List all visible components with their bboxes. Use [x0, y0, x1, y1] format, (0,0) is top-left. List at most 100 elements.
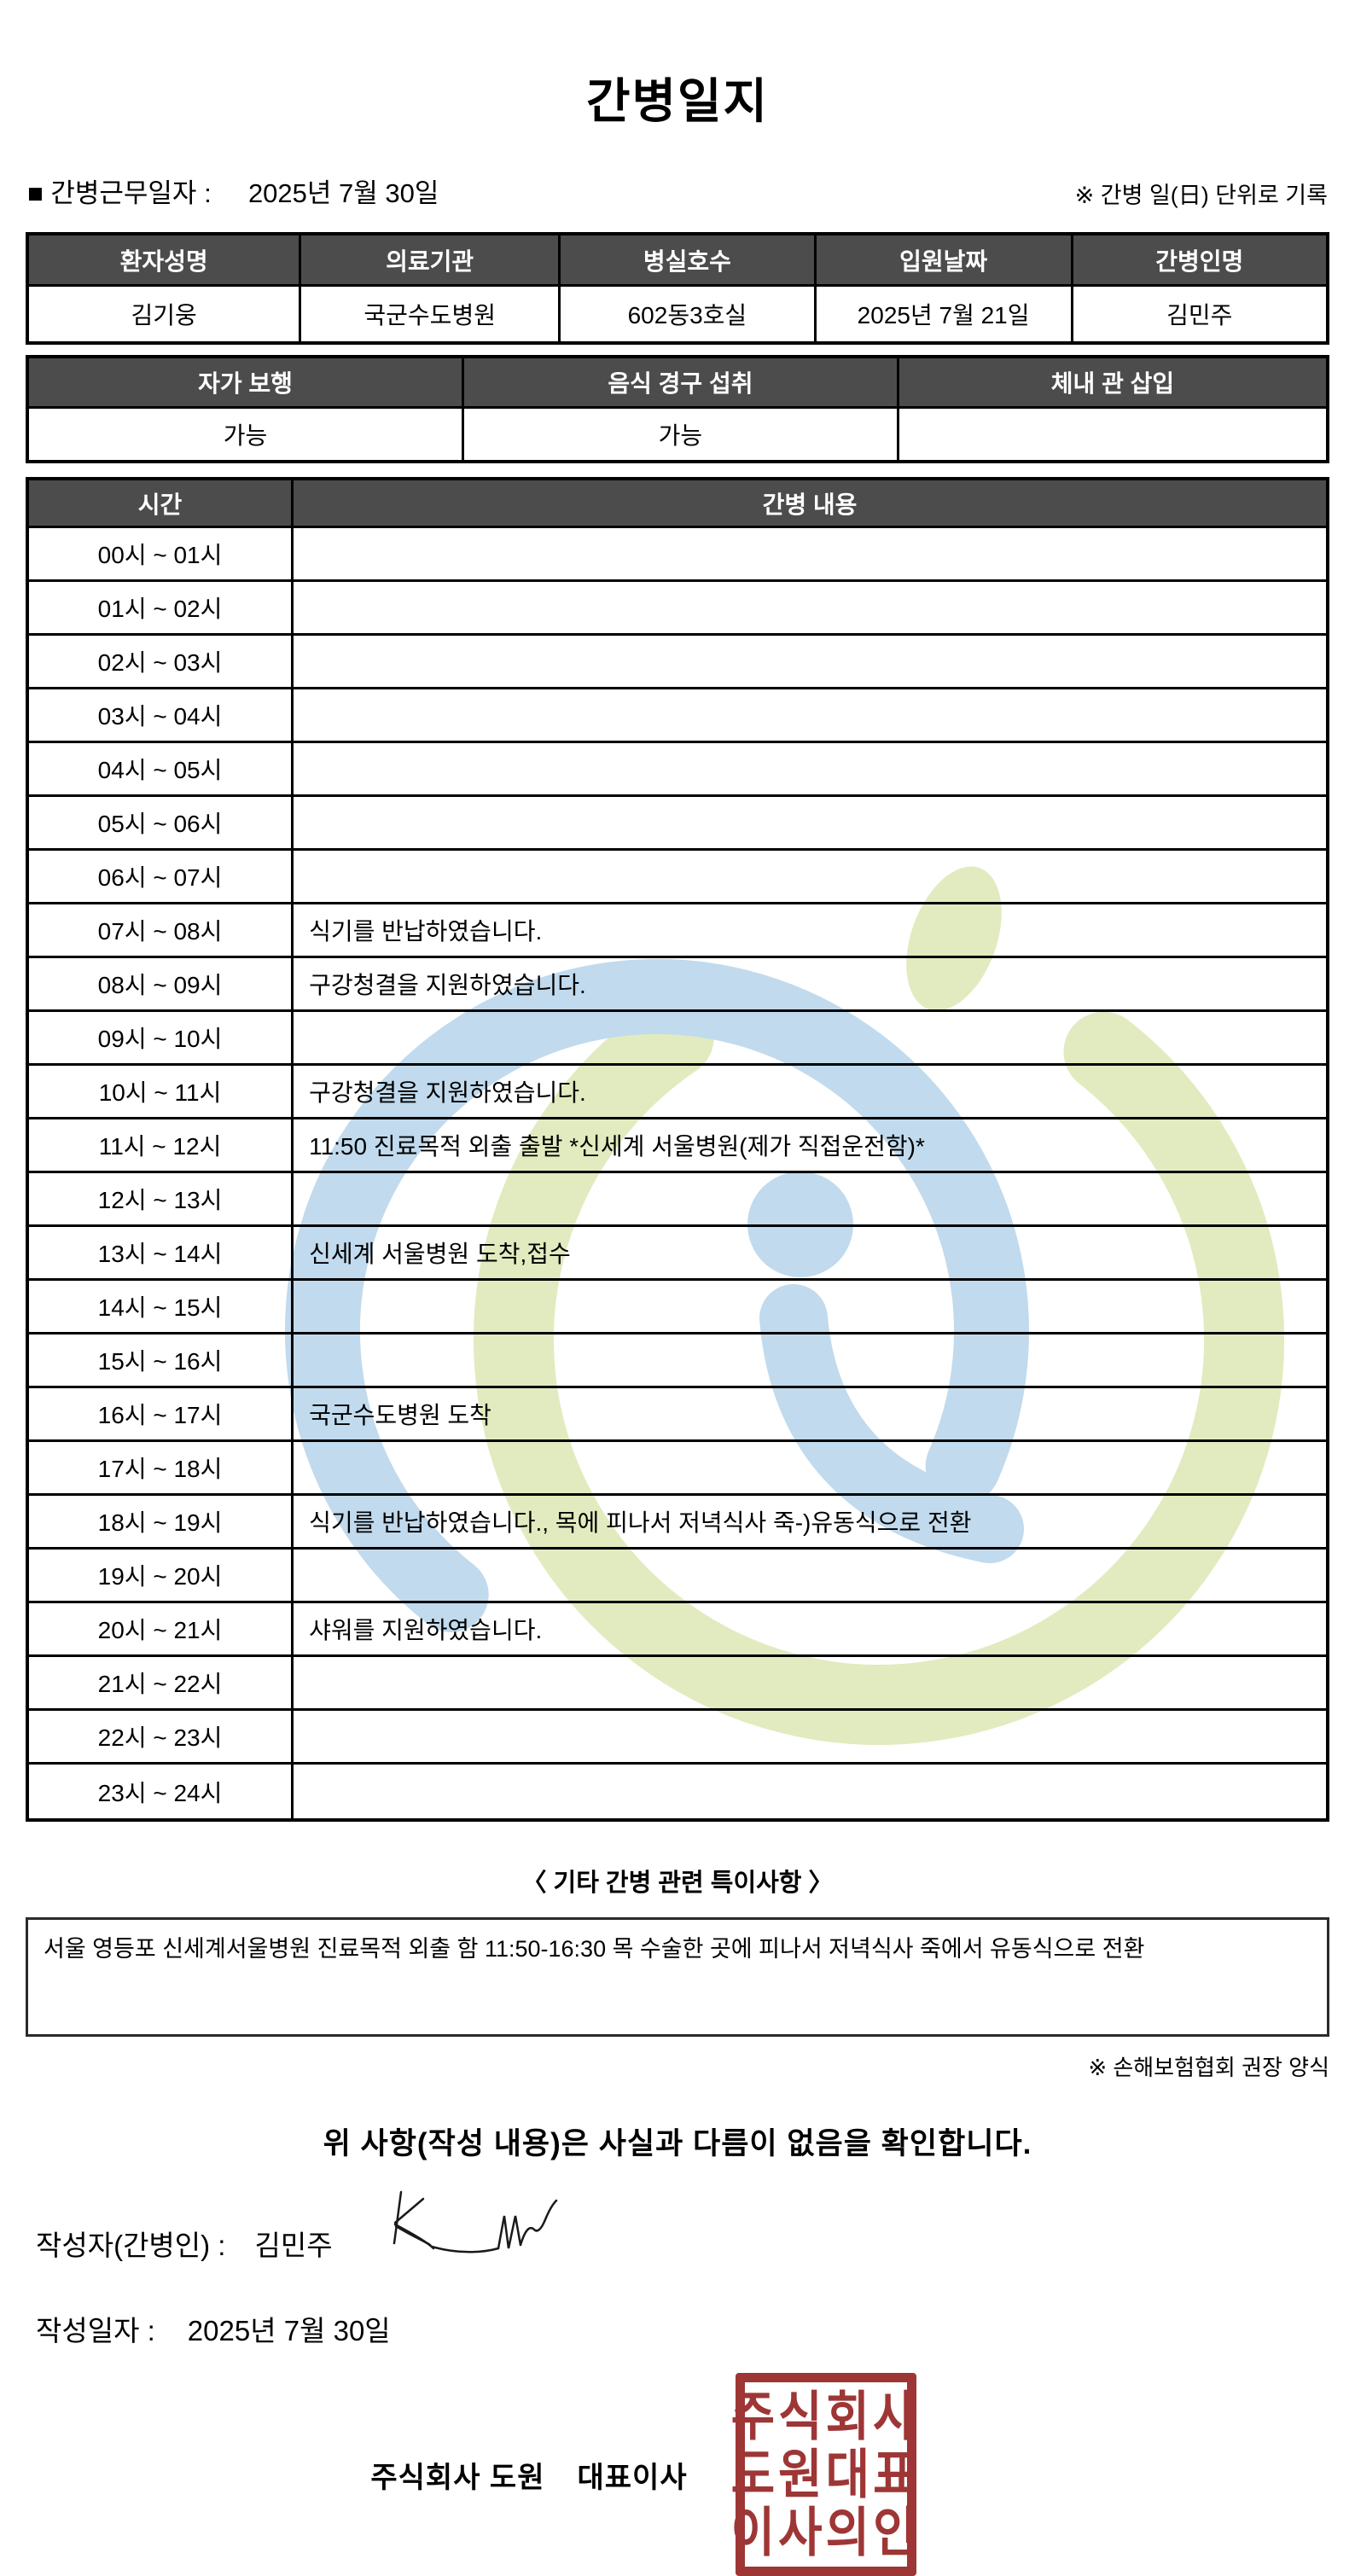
extra-notes-title: 〈 기타 간병 관련 특이사항 〉 — [521, 1869, 834, 1897]
extra-notes-text: 서울 영등포 신세계서울병원 진료목적 외출 함 11:50-16:30 목 수… — [44, 1936, 1145, 1962]
ceo-title: 대표이사 — [577, 2461, 688, 2494]
stamp-line-3: 이사의인 — [730, 2502, 921, 2562]
care-content-cell — [294, 1335, 1326, 1388]
time-slot-label: 20시 ~ 21시 — [29, 1603, 294, 1657]
timetable-row: 16시 ~ 17시 국군수도병원 도착 — [29, 1388, 1326, 1442]
col-header-oral-intake: 음식 경구 섭취 — [463, 358, 899, 409]
handwritten-signature — [393, 2190, 557, 2253]
timetable-row: 21시 ~ 22시 — [29, 1657, 1326, 1711]
timetable-row: 11시 ~ 12시 11:50 진료목적 외출 출발 *신세계 서울병원(제가 직… — [29, 1119, 1326, 1173]
time-slot-label: 15시 ~ 16시 — [29, 1335, 294, 1388]
company-and-ceo: 주식회사 도원 대표이사 — [370, 2454, 687, 2496]
timetable-row: 10시 ~ 11시 구강청결을 지원하였습니다. — [29, 1066, 1326, 1119]
timetable-row: 01시 ~ 02시 — [29, 582, 1326, 636]
patient-status-value-row: 가능 가능 — [29, 409, 1326, 460]
time-slot-label: 21시 ~ 22시 — [29, 1657, 294, 1711]
stamp-line-1: 주식회사 — [730, 2386, 921, 2446]
writer-label: 작성자(간병인) : — [36, 2230, 226, 2261]
timetable-row: 23시 ~ 24시 — [29, 1765, 1326, 1818]
time-slot-label: 01시 ~ 02시 — [29, 582, 294, 636]
care-content-cell — [294, 1657, 1326, 1711]
timetable-row: 20시 ~ 21시 샤워를 지원하였습니다. — [29, 1603, 1326, 1657]
room-number-value: 602동3호실 — [561, 287, 817, 341]
internal-tube-value — [899, 409, 1326, 460]
timetable-row: 05시 ~ 06시 — [29, 797, 1326, 851]
time-slot-label: 02시 ~ 03시 — [29, 636, 294, 689]
care-work-date: ■ 간병근무일자 : 2025년 7월 30일 — [27, 172, 439, 210]
time-slot-label: 14시 ~ 15시 — [29, 1281, 294, 1335]
time-slot-label: 05시 ~ 06시 — [29, 797, 294, 851]
care-log-table: 시간 간병 내용 00시 ~ 01시 01시 ~ 02시 02시 ~ 03시 03시 … — [26, 477, 1329, 1822]
time-slot-label: 10시 ~ 11시 — [29, 1066, 294, 1119]
col-header-self-walking: 자가 보행 — [29, 358, 464, 409]
unit-note: ※ 간병 일(日) 단위로 기록 — [1074, 183, 1328, 208]
col-header-caregiver-name: 간병인명 — [1073, 236, 1326, 287]
page-title: 간병일지 — [585, 74, 770, 128]
care-content-cell — [294, 636, 1326, 689]
timetable-row: 18시 ~ 19시 식기를 반납하였습니다., 목에 피나서 저녁식사 죽-)유동… — [29, 1496, 1326, 1550]
col-header-time: 시간 — [29, 480, 294, 528]
self-walking-value: 가능 — [29, 409, 464, 460]
caregiver-name-value: 김민주 — [1166, 302, 1233, 329]
care-content-cell: 11:50 진료목적 외출 출발 *신세계 서울병원(제가 직접운전함)* — [294, 1119, 1326, 1173]
timetable-row: 07시 ~ 08시 식기를 반납하였습니다. — [29, 904, 1326, 958]
care-content-cell: 샤워를 지원하였습니다. — [294, 1603, 1326, 1657]
time-slot-label: 17시 ~ 18시 — [29, 1442, 294, 1496]
timetable-row: 02시 ~ 03시 — [29, 636, 1326, 689]
time-slot-label: 04시 ~ 05시 — [29, 743, 294, 797]
written-date-label: 작성일자 : — [36, 2315, 155, 2346]
timetable-row: 08시 ~ 09시 구강청결을 지원하였습니다. — [29, 958, 1326, 1012]
timetable-row: 06시 ~ 07시 — [29, 851, 1326, 904]
time-slot-label: 16시 ~ 17시 — [29, 1388, 294, 1442]
timetable-row: 17시 ~ 18시 — [29, 1442, 1326, 1496]
care-content-cell — [294, 528, 1326, 582]
medical-institution-value: 국군수도병원 — [301, 287, 561, 341]
time-slot-label: 07시 ~ 08시 — [29, 904, 294, 958]
time-slot-label: 03시 ~ 04시 — [29, 689, 294, 743]
stamp-line-2: 도원대표 — [730, 2444, 921, 2504]
care-content-cell — [294, 582, 1326, 636]
timetable-body: 00시 ~ 01시 01시 ~ 02시 02시 ~ 03시 03시 ~ 04시 04시 … — [29, 528, 1326, 1818]
admission-date-value: 2025년 7월 21일 — [817, 287, 1073, 341]
care-content-cell: 구강청결을 지원하였습니다. — [294, 1066, 1326, 1119]
timetable-row: 15시 ~ 16시 — [29, 1335, 1326, 1388]
time-slot-label: 12시 ~ 13시 — [29, 1173, 294, 1227]
written-date-value: 2025년 7월 30일 — [187, 2315, 391, 2346]
care-content-cell: 신세계 서울병원 도착,접수 — [294, 1227, 1326, 1281]
time-slot-label: 09시 ~ 10시 — [29, 1012, 294, 1066]
time-slot-label: 19시 ~ 20시 — [29, 1550, 294, 1603]
patient-status-table: 자가 보행 음식 경구 섭취 체내 관 삽입 가능 가능 — [26, 355, 1329, 463]
care-work-date-value: 2025년 7월 30일 — [247, 178, 439, 208]
writer-name: 김민주 — [254, 2230, 333, 2261]
confirmation-statement: 위 사항(작성 내용)은 사실과 다름이 없음을 확인합니다. — [323, 2127, 1032, 2160]
company-row: 주식회사 도원 대표이사 주식회사 도원대표 이사의인 — [0, 2373, 1295, 2576]
patient-info-value-row: 김기웅 국군수도병원 602동3호실 2025년 7월 21일 김민주 — [29, 287, 1326, 341]
timetable-row: 13시 ~ 14시 신세계 서울병원 도착,접수 — [29, 1227, 1326, 1281]
timetable-row: 19시 ~ 20시 — [29, 1550, 1326, 1603]
care-content-cell: 구강청결을 지원하였습니다. — [294, 958, 1326, 1012]
col-header-admission-date: 입원날짜 — [816, 236, 1073, 287]
care-content-cell — [294, 1765, 1326, 1818]
time-slot-label: 06시 ~ 07시 — [29, 851, 294, 904]
patient-info-table: 환자성명 의료기관 병실호수 입원날짜 간병인명 김기웅 국군수도병원 602동… — [26, 232, 1329, 345]
col-header-internal-tube: 체내 관 삽입 — [898, 358, 1326, 409]
care-content-cell — [294, 689, 1326, 743]
extra-notes-box: 서울 영등포 신세계서울병원 진료목적 외출 함 11:50-16:30 목 수… — [26, 1917, 1329, 2037]
col-header-room-number: 병실호수 — [561, 236, 817, 287]
care-content-cell — [294, 1281, 1326, 1335]
written-date-row: 작성일자 : 2025년 7월 30일 — [26, 2308, 1329, 2349]
col-header-medical-institution: 의료기관 — [301, 236, 561, 287]
time-slot-label: 08시 ~ 09시 — [29, 958, 294, 1012]
writer-row: 작성자(간병인) : 김민주 — [26, 2190, 1329, 2279]
care-content-cell — [294, 1711, 1326, 1765]
meta-row: ■ 간병근무일자 : 2025년 7월 30일 ※ 간병 일(日) 단위로 기록 — [26, 172, 1329, 210]
patient-info-header-row: 환자성명 의료기관 병실호수 입원날짜 간병인명 — [29, 236, 1326, 287]
care-content-cell: 국군수도병원 도착 — [294, 1388, 1326, 1442]
time-slot-label: 00시 ~ 01시 — [29, 528, 294, 582]
time-slot-label: 23시 ~ 24시 — [29, 1765, 294, 1818]
care-content-cell: 식기를 반납하였습니다. — [294, 904, 1326, 958]
time-slot-label: 13시 ~ 14시 — [29, 1227, 294, 1281]
care-content-cell — [294, 1173, 1326, 1227]
timetable-row: 09시 ~ 10시 — [29, 1012, 1326, 1066]
company-name: 주식회사 도원 — [370, 2461, 545, 2494]
